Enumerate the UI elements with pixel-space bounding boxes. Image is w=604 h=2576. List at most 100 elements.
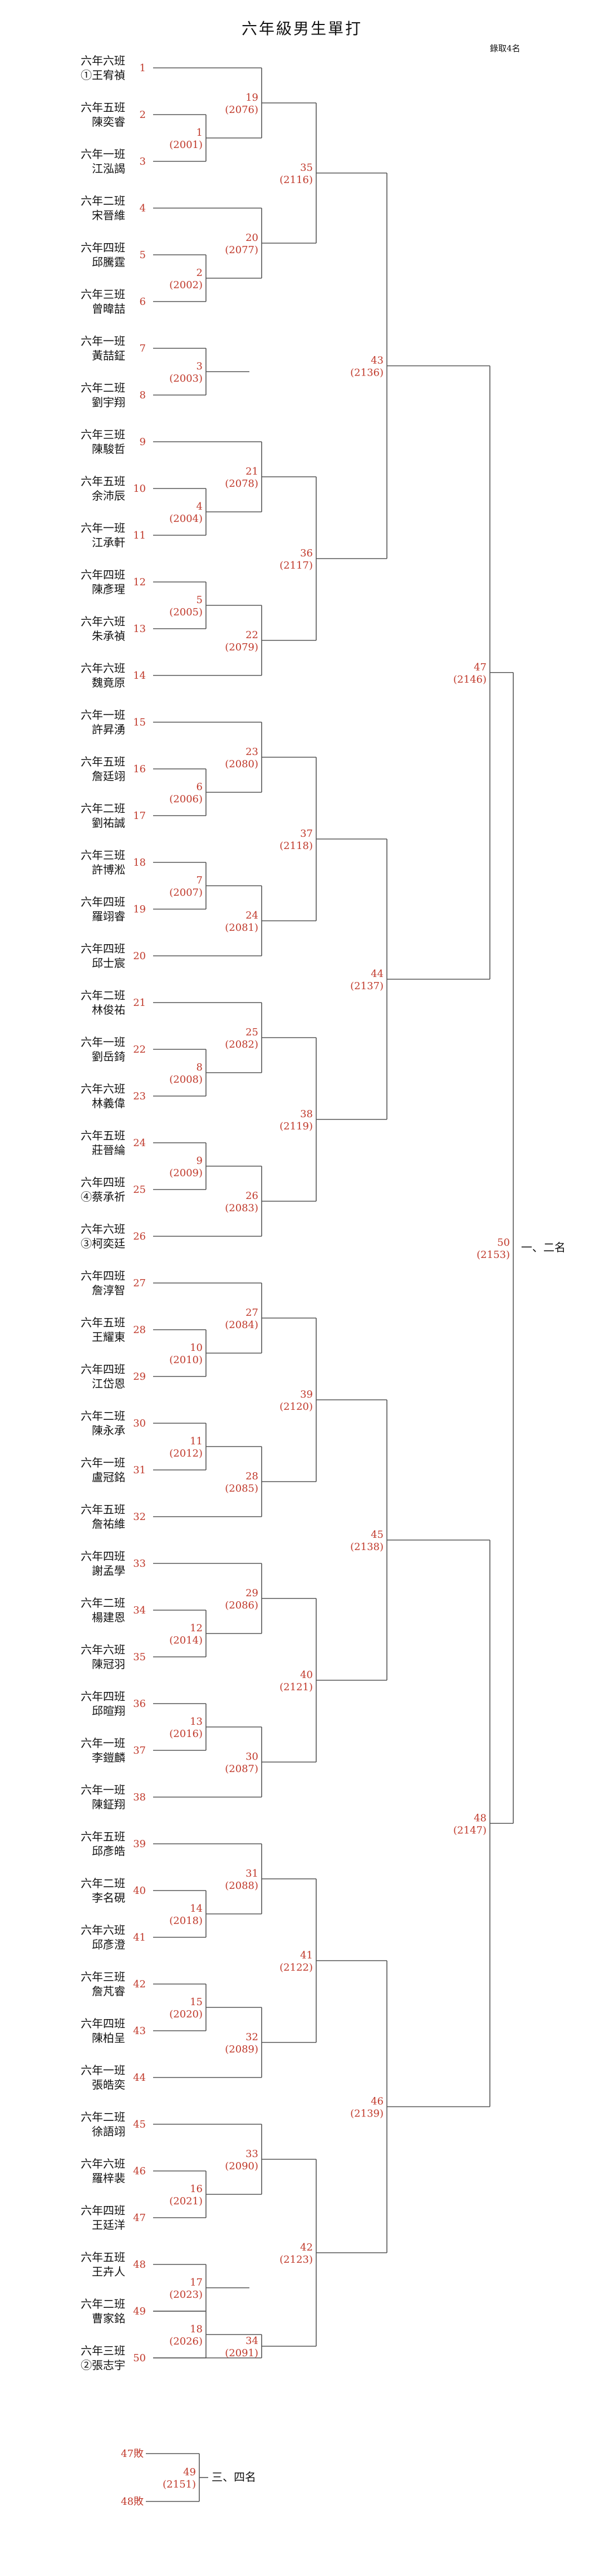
game-number: 13 — [190, 1716, 203, 1728]
slot-number: 18 — [133, 857, 146, 868]
final-game-code: (2153) — [477, 1249, 510, 1261]
player-class: 六年四班 — [81, 2204, 125, 2217]
player-name: 王耀東 — [92, 1330, 125, 1344]
game-number: 4 — [197, 501, 203, 512]
slot-number: 34 — [133, 1605, 146, 1616]
game-number: 40 — [300, 1669, 313, 1681]
slot-number: 1 — [140, 62, 146, 74]
slot-number: 16 — [133, 763, 146, 775]
slot-number: 14 — [133, 670, 146, 682]
slot-number: 17 — [133, 810, 146, 822]
player-name: 江岱恩 — [92, 1377, 125, 1390]
slot-number: 7 — [140, 343, 146, 354]
game-number: 12 — [190, 1622, 203, 1634]
game-number: 32 — [245, 2031, 258, 2043]
third-label: 三、四名 — [212, 2470, 256, 2484]
game-code: (2005) — [169, 606, 203, 618]
player-class: 六年四班 — [81, 942, 125, 955]
player-name: 曾暐喆 — [92, 302, 125, 315]
player-class: 六年五班 — [81, 1503, 125, 1516]
third-game-code: (2151) — [163, 2479, 196, 2490]
player-class: 六年一班 — [81, 708, 125, 722]
game-code: (2088) — [225, 1880, 258, 1892]
game-number: 33 — [245, 2148, 258, 2160]
player-name: 劉祐誠 — [92, 816, 125, 830]
player-name: ③柯奕廷 — [81, 1237, 125, 1250]
game-code: (2086) — [225, 1600, 258, 1611]
slot-number: 46 — [133, 2165, 146, 2177]
game-code: (2016) — [169, 1728, 203, 1740]
slot-number: 6 — [140, 296, 146, 308]
game-code: (2139) — [350, 2108, 384, 2120]
slot-number: 33 — [133, 1558, 146, 1570]
game-code: (2076) — [225, 104, 258, 116]
game-number: 11 — [190, 1435, 203, 1447]
player-name: 余沛辰 — [92, 489, 125, 502]
player-name: 盧冠銘 — [92, 1470, 125, 1484]
game-number: 45 — [371, 1529, 384, 1541]
slot-number: 2 — [140, 109, 146, 121]
player-name: 朱承禎 — [92, 629, 125, 643]
player-class: 六年三班 — [81, 428, 125, 441]
game-code: (2120) — [279, 1401, 313, 1413]
game-number: 41 — [300, 1950, 313, 1961]
game-number: 7 — [197, 875, 203, 886]
player-class: 六年三班 — [81, 288, 125, 301]
game-code: (2137) — [350, 980, 384, 992]
slot-number: 12 — [133, 576, 146, 588]
game-number: 27 — [245, 1307, 258, 1319]
game-number: 22 — [245, 629, 258, 641]
game-number: 5 — [197, 594, 203, 606]
game-code: (2021) — [169, 2195, 203, 2207]
game-code: (2084) — [225, 1319, 258, 1331]
game-code: (2089) — [225, 2044, 258, 2055]
player-class: 六年五班 — [81, 101, 125, 114]
player-name: 宋晉維 — [92, 209, 125, 222]
slot-number: 19 — [133, 904, 146, 915]
player-class: 六年六班 — [81, 1923, 125, 1937]
player-class: 六年二班 — [81, 1596, 125, 1610]
player-class: 六年二班 — [81, 1877, 125, 1890]
player-name: 陳柏呈 — [92, 2031, 125, 2045]
player-name: 許博淞 — [92, 863, 125, 876]
game-number: 15 — [190, 1996, 203, 2008]
game-code: (2012) — [169, 1448, 203, 1459]
game-code: (2079) — [225, 641, 258, 653]
player-class: 六年二班 — [81, 1409, 125, 1423]
game-code: (2118) — [279, 840, 313, 852]
game-code: (2082) — [225, 1039, 258, 1050]
game-number: 2 — [197, 267, 203, 279]
admission-note: 錄取4名 — [490, 43, 520, 53]
player-class: 六年四班 — [81, 1549, 125, 1563]
slot-number: 36 — [133, 1698, 146, 1710]
player-class: 六年一班 — [81, 1035, 125, 1049]
game-number: 17 — [190, 2277, 203, 2288]
slot-number: 9 — [140, 436, 146, 448]
player-name: 謝孟學 — [92, 1564, 125, 1577]
player-class: 六年四班 — [81, 1176, 125, 1189]
game-code: (2009) — [169, 1167, 203, 1179]
game-code: (2003) — [169, 373, 203, 384]
player-class: 六年四班 — [81, 241, 125, 254]
game-number: 29 — [245, 1587, 258, 1599]
game-number: 36 — [300, 547, 313, 559]
slot-number: 41 — [133, 1932, 146, 1943]
player-class: 六年二班 — [81, 2110, 125, 2124]
game-code: (2136) — [350, 367, 384, 379]
player-class: 六年四班 — [81, 1269, 125, 1282]
slot-number: 11 — [133, 530, 146, 541]
game-code: (2116) — [279, 174, 313, 186]
game-number: 9 — [197, 1155, 203, 1167]
game-code: (2077) — [225, 244, 258, 256]
player-name: 許昇湧 — [92, 723, 125, 736]
player-class: 六年一班 — [81, 1783, 125, 1797]
slot-number: 15 — [133, 717, 146, 728]
player-name: 林俊祐 — [92, 1003, 125, 1016]
slot-number: 30 — [133, 1418, 146, 1429]
game-code: (2080) — [225, 758, 258, 770]
player-name: 邱暄翔 — [92, 1704, 125, 1718]
game-code: (2018) — [169, 1915, 203, 1927]
game-code: (2002) — [169, 279, 203, 291]
player-name: 林義偉 — [92, 1097, 125, 1110]
